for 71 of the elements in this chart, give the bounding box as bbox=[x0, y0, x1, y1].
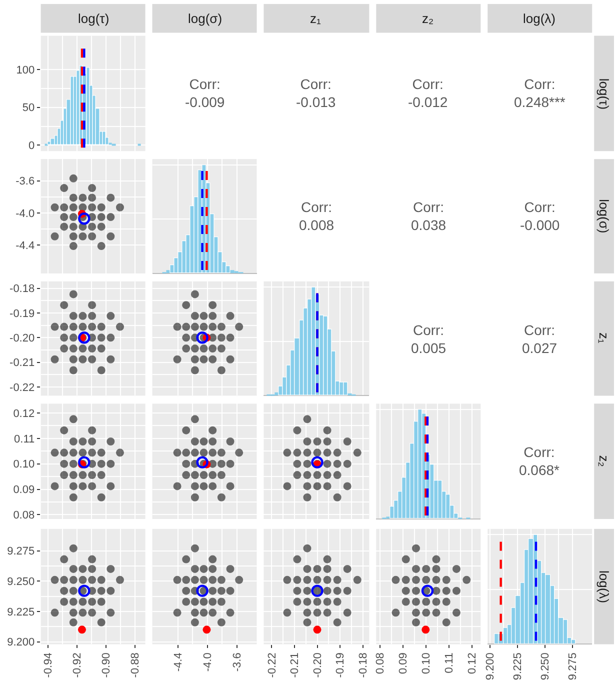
y-tick-label: 0.11 bbox=[14, 433, 35, 446]
text: -0.013 bbox=[296, 94, 336, 110]
text: 0.068* bbox=[519, 462, 560, 478]
text: Corr: bbox=[412, 199, 444, 215]
text: Corr: bbox=[189, 76, 220, 92]
text: 0.027 bbox=[522, 340, 558, 356]
text: -0.012 bbox=[408, 94, 448, 110]
y-tick-label: 9.225 bbox=[7, 606, 35, 618]
text: Corr: bbox=[524, 322, 556, 338]
y-tick-label: 50 bbox=[22, 102, 35, 114]
y-tick-label: -0.18 bbox=[10, 283, 35, 296]
x-tick-label: 9.200 bbox=[484, 652, 496, 680]
x-tick-label: -3.6 bbox=[231, 652, 244, 672]
text: log(τ) bbox=[596, 78, 612, 110]
text: Corr: bbox=[412, 322, 444, 338]
x-tick-label: 0.08 bbox=[374, 652, 387, 674]
x-tick-label: 9.275 bbox=[566, 652, 579, 680]
text: -0.009 bbox=[185, 94, 225, 110]
x-tick-label: -0.21 bbox=[289, 652, 302, 678]
text: z₁ bbox=[596, 332, 612, 344]
text: log(σ) bbox=[188, 11, 222, 26]
x-tick-label: -0.90 bbox=[100, 652, 113, 678]
text: Corr: bbox=[524, 199, 556, 215]
y-tick-label: 9.250 bbox=[7, 576, 35, 588]
x-tick-label: -0.22 bbox=[266, 652, 278, 678]
x-tick-label: -0.88 bbox=[130, 652, 142, 678]
x-tick-label: 9.225 bbox=[512, 652, 524, 680]
y-tick-label: -3.6 bbox=[16, 176, 35, 188]
x-tick-label: 0.11 bbox=[444, 652, 456, 674]
y-tick-label: 9.275 bbox=[7, 546, 35, 558]
text: z₂ bbox=[596, 455, 612, 467]
y-tick-label: 100 bbox=[16, 64, 35, 76]
chart-title: log(τ) bbox=[78, 11, 110, 26]
y-tick-label: 0.08 bbox=[13, 510, 35, 522]
y-tick-label: 0.10 bbox=[13, 458, 35, 471]
y-axis-title: log(λ) bbox=[596, 570, 612, 604]
x-tick-label: 0.09 bbox=[398, 652, 410, 674]
x-tick-label: -0.18 bbox=[357, 652, 370, 678]
x-tick-label: -4.4 bbox=[172, 652, 185, 672]
text: log(λ) bbox=[523, 11, 556, 26]
text: 0.005 bbox=[411, 340, 446, 356]
x-tick-label: 9.250 bbox=[539, 652, 552, 680]
text: Corr: bbox=[412, 76, 444, 92]
text: 0.248*** bbox=[514, 94, 566, 110]
y-tick-label: 0.12 bbox=[13, 408, 35, 420]
x-tick-label: -0.92 bbox=[71, 652, 84, 678]
text: 0.038 bbox=[411, 217, 446, 234]
y-tick-label: -0.20 bbox=[10, 332, 35, 345]
y-tick-label: 0.09 bbox=[13, 484, 35, 496]
x-tick-label: 0.12 bbox=[466, 652, 479, 674]
y-tick-label: -0.19 bbox=[10, 308, 35, 320]
x-tick-label: -4.0 bbox=[202, 652, 214, 672]
text: Corr: bbox=[300, 76, 332, 92]
y-tick-label: -4.4 bbox=[16, 240, 35, 252]
y-tick-label: 0 bbox=[28, 140, 35, 152]
x-tick-label: -0.94 bbox=[42, 652, 54, 678]
text: 0.008 bbox=[299, 217, 334, 234]
text: Corr: bbox=[524, 444, 555, 460]
text: log(σ) bbox=[596, 199, 612, 234]
x-tick-label: -0.19 bbox=[334, 652, 347, 678]
y-tick-label: -4.0 bbox=[16, 208, 35, 220]
y-tick-label: -0.21 bbox=[10, 357, 35, 370]
text: -0.000 bbox=[520, 217, 560, 234]
text: Corr: bbox=[300, 199, 332, 215]
x-tick-label: -0.20 bbox=[312, 652, 324, 678]
text: Corr: bbox=[524, 76, 556, 92]
y-tick-label: 9.200 bbox=[7, 636, 35, 649]
text: z₁ bbox=[310, 11, 322, 26]
y-tick-label: -0.22 bbox=[10, 382, 35, 394]
x-tick-label: 0.10 bbox=[420, 652, 433, 674]
text: z₂ bbox=[422, 11, 434, 26]
